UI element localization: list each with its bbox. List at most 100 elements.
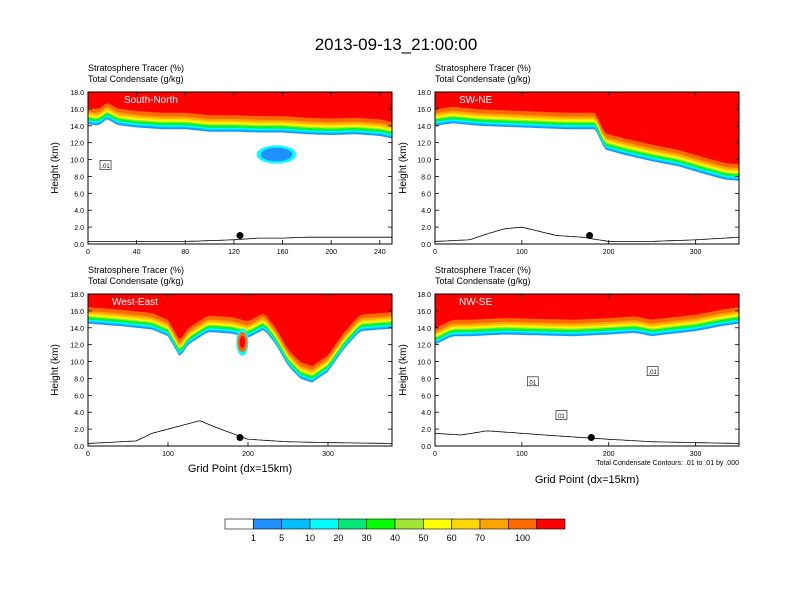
x-tick-label: 0	[86, 249, 90, 256]
contour-label-box	[555, 410, 568, 420]
x-tick-label: 100	[162, 451, 174, 458]
tracer-band-0	[88, 92, 392, 122]
y-tick-label: 2.0	[421, 225, 431, 232]
colorbar-swatch	[423, 518, 452, 530]
y-tick-label: 18.0	[70, 292, 84, 299]
x-tick-label: 120	[228, 249, 240, 256]
contour-label: 01	[529, 380, 536, 386]
figure-title: 2013-09-13_21:00:00	[315, 35, 478, 54]
tracer-island-inner	[260, 147, 293, 162]
panel-line1: Stratosphere Tracer (%)	[435, 63, 531, 73]
y-tick-label: 16.0	[70, 309, 84, 316]
plot-area: 01 01 .01	[435, 294, 739, 444]
colorbar-label: 60	[447, 533, 457, 543]
colorbar-label: 10	[305, 533, 315, 543]
y-tick-label: 14.0	[70, 326, 84, 333]
location-marker	[586, 232, 594, 240]
x-tick-label: 200	[242, 451, 254, 458]
y-tick-label: 16.0	[417, 309, 431, 316]
y-tick-label: 10.0	[417, 158, 431, 165]
x-tick-label: 100	[516, 451, 528, 458]
y-tick-label: 12.0	[70, 343, 84, 350]
panel-line2: Total Condensate (g/kg)	[88, 74, 184, 84]
panel-south-north: Stratosphere Tracer (%) Total Condensate…	[50, 63, 393, 256]
panel-label: NW-SE	[459, 297, 492, 308]
contour-label-box	[526, 376, 539, 387]
y-axis-label: Height (km)	[398, 142, 409, 194]
y-tick-label: 0.0	[74, 444, 84, 451]
y-tick-label: 0.0	[421, 444, 431, 451]
x-tick-label: 200	[603, 451, 615, 458]
y-tick-label: 2.0	[74, 427, 84, 434]
x-axis-label: Grid Point (dx=15km)	[188, 463, 292, 475]
y-tick-label: 8.0	[74, 174, 84, 181]
panel-label: SW-NE	[459, 95, 492, 106]
colorbar-swatch	[536, 518, 566, 530]
plot-frame	[434, 293, 740, 447]
contour-label: 01	[558, 414, 565, 420]
y-tick-label: 8.0	[421, 376, 431, 383]
colorbar-swatch	[394, 518, 424, 530]
y-tick-label: 8.0	[74, 376, 84, 383]
x-tick-label: 0	[433, 249, 437, 256]
panel-line2: Total Condensate (g/kg)	[88, 276, 184, 286]
y-tick-label: 10.0	[70, 158, 84, 165]
y-tick-label: 16.0	[417, 107, 431, 114]
panel-label: West-East	[112, 297, 158, 308]
x-tick-label: 300	[690, 249, 702, 256]
contour-label-box	[99, 160, 112, 170]
x-tick-label: 160	[277, 249, 289, 256]
plot-frame	[87, 91, 393, 245]
colorbar-label: 1	[251, 533, 256, 543]
plot-area: .01	[88, 92, 392, 242]
y-axis-label: Height (km)	[398, 344, 409, 396]
colorbar-swatch	[366, 518, 396, 530]
footnote: Total Condensate Contours: .01 to .01 by…	[596, 460, 739, 467]
contour-label-box	[646, 366, 659, 376]
y-tick-label: 12.0	[70, 141, 84, 148]
x-tick-label: 100	[516, 249, 528, 256]
y-tick-label: 4.0	[421, 208, 431, 215]
colorbar-swatch	[224, 518, 254, 530]
colorbar-label: 20	[333, 533, 343, 543]
y-tick-label: 16.0	[70, 107, 84, 114]
y-tick-label: 6.0	[421, 393, 431, 400]
y-tick-label: 10.0	[417, 360, 431, 367]
y-tick-label: 4.0	[74, 410, 84, 417]
x-tick-label: 80	[181, 249, 189, 256]
y-tick-label: 4.0	[74, 208, 84, 215]
location-marker	[587, 434, 595, 442]
contour-label: .01	[101, 164, 110, 170]
x-tick-label: 0	[433, 451, 437, 458]
terrain-line	[88, 236, 392, 242]
colorbar-label: 70	[475, 533, 485, 543]
x-tick-label: 0	[86, 451, 90, 458]
colorbar-swatch	[479, 518, 509, 530]
colorbar-swatch	[281, 518, 311, 530]
colorbar-label: 50	[418, 533, 428, 543]
panel-line2: Total Condensate (g/kg)	[435, 74, 531, 84]
y-tick-label: 14.0	[417, 124, 431, 131]
y-tick-label: 8.0	[421, 174, 431, 181]
panel-line1: Stratosphere Tracer (%)	[435, 265, 531, 275]
colorbar-label: 5	[279, 533, 284, 543]
colorbar: 1 5 10 20 30 40 50 60 70 100	[224, 518, 566, 543]
location-marker	[236, 232, 244, 240]
panel-label: South-North	[124, 95, 178, 106]
y-tick-label: 0.0	[74, 242, 84, 249]
x-tick-label: 300	[322, 451, 334, 458]
x-tick-label: 200	[603, 249, 615, 256]
colorbar-label: 40	[390, 533, 400, 543]
terrain-line	[435, 430, 739, 444]
y-tick-label: 12.0	[417, 343, 431, 350]
y-tick-label: 18.0	[417, 292, 431, 299]
tracer-band-0	[435, 92, 739, 165]
plot-area	[435, 92, 739, 242]
x-tick-label: 200	[325, 249, 337, 256]
x-tick-label: 40	[133, 249, 141, 256]
y-tick-label: 0.0	[421, 242, 431, 249]
plot-frame	[87, 293, 393, 447]
panel-nw-se: Stratosphere Tracer (%) Total Condensate…	[398, 265, 740, 486]
panel-line1: Stratosphere Tracer (%)	[88, 63, 184, 73]
